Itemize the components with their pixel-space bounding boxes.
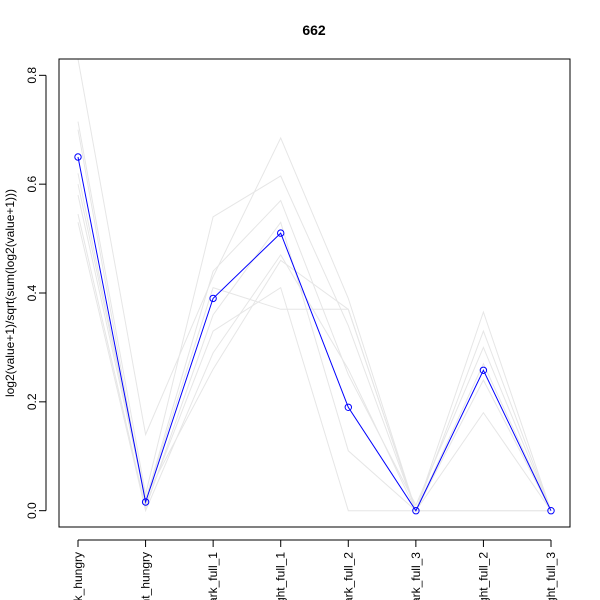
data-point-dark_hungry	[74, 153, 82, 161]
background-series-line-1	[77, 58, 552, 513]
background-series-line-3	[77, 173, 552, 511]
x-tick-label-light_hungry: ght_hungry	[139, 552, 153, 600]
x-tick-label-dark_full_3: dark_full_3	[409, 552, 423, 600]
y-axis-label: log2(value+1)/sqrt(sum(log2(value+1)))	[3, 189, 17, 397]
background-series-line-7	[77, 194, 552, 512]
data-point-light_hungry	[141, 498, 150, 506]
x-tick-label-dark_hungry: ark_hungry	[71, 552, 85, 600]
x-tick-label-light_full_1: light_full_1	[274, 552, 288, 600]
x-tick-label-dark_full_2: dark_full_2	[341, 552, 355, 600]
background-series-line-8	[77, 222, 551, 513]
y-tick-label: 0.0	[25, 502, 39, 519]
data-point-dark_full_1	[209, 294, 217, 303]
data-point-dark_full_3	[412, 507, 420, 515]
highlight-series-group	[74, 153, 555, 515]
x-tick-label-light_full_2: light_full_2	[476, 552, 490, 600]
background-series-line-6	[77, 184, 552, 512]
y-tick-label: 0.8	[25, 67, 39, 84]
data-point-light_full_1	[277, 229, 285, 237]
x-axis: ark_hungry ght_hungry dark_full_1 light_ful…	[71, 539, 558, 600]
y-tick-label: 0.2	[25, 393, 39, 410]
data-point-light_full_2	[479, 366, 488, 374]
chart-title: 662	[302, 22, 326, 38]
x-tick-label-dark_full_1: dark_full_1	[206, 552, 220, 600]
y-tick-label: 0.6	[25, 176, 39, 193]
data-point-light_full_3	[547, 507, 555, 515]
y-axis: 0.0 0.2 0.4 0.6 0.8	[25, 67, 47, 519]
background-series-group	[77, 58, 552, 513]
data-point-dark_full_2	[344, 403, 352, 411]
background-series-line-2	[77, 121, 552, 513]
y-tick-label: 0.4	[25, 284, 39, 301]
plot-frame	[58, 58, 571, 528]
series-line-1	[77, 156, 552, 512]
x-tick-label-light_full_3: light_full_3	[544, 552, 558, 600]
